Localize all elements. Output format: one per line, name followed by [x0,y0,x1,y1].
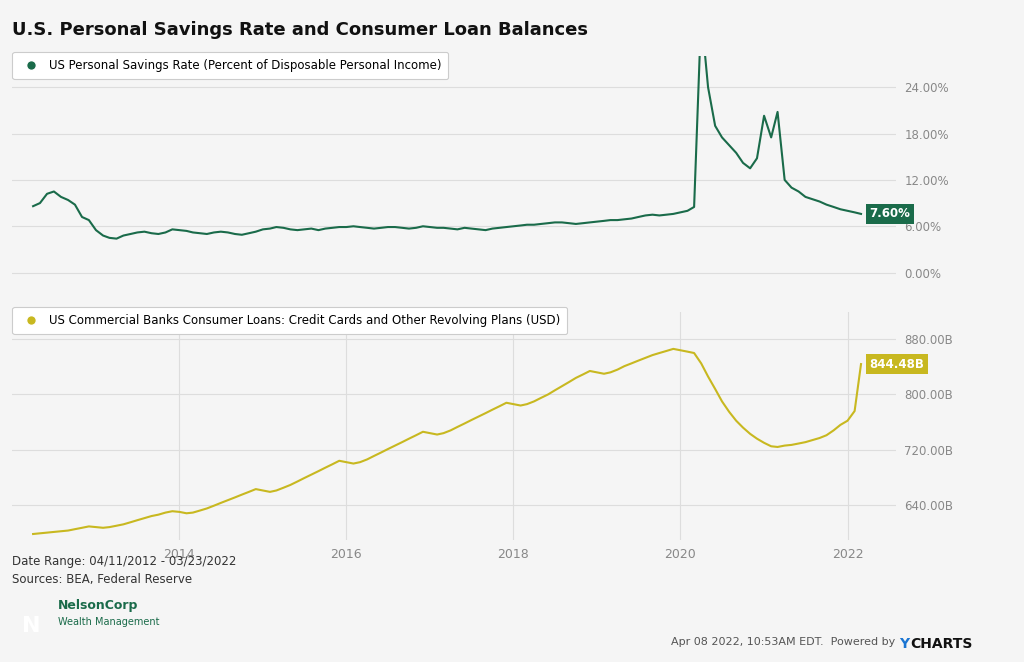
Text: Sources: BEA, Federal Reserve: Sources: BEA, Federal Reserve [12,573,193,586]
Text: CHARTS: CHARTS [910,637,973,651]
Text: 844.48B: 844.48B [869,357,925,371]
Text: U.S. Personal Savings Rate and Consumer Loan Balances: U.S. Personal Savings Rate and Consumer … [12,21,588,39]
Text: NelsonCorp: NelsonCorp [58,599,138,612]
Text: Date Range: 04/11/2012 - 03/23/2022: Date Range: 04/11/2012 - 03/23/2022 [12,555,237,568]
Text: 7.60%: 7.60% [869,207,910,220]
Text: Wealth Management: Wealth Management [58,617,160,627]
Legend: US Commercial Banks Consumer Loans: Credit Cards and Other Revolving Plans (USD): US Commercial Banks Consumer Loans: Cred… [12,307,567,334]
Legend: US Personal Savings Rate (Percent of Disposable Personal Income): US Personal Savings Rate (Percent of Dis… [12,52,449,79]
Text: Apr 08 2022, 10:53AM EDT.  Powered by: Apr 08 2022, 10:53AM EDT. Powered by [671,637,898,647]
Text: Y: Y [899,637,909,651]
Text: N: N [23,616,41,636]
